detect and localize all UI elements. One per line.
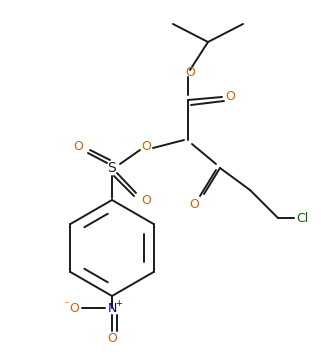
Text: O: O	[185, 65, 195, 79]
Text: ⁻: ⁻	[63, 300, 69, 310]
Text: O: O	[141, 193, 151, 206]
Text: O: O	[73, 140, 83, 152]
Text: O: O	[189, 197, 199, 211]
Text: Cl: Cl	[296, 211, 308, 225]
Text: O: O	[225, 90, 235, 102]
Text: O: O	[69, 302, 79, 315]
Text: N: N	[107, 302, 117, 315]
Text: O: O	[141, 140, 151, 152]
Text: O: O	[107, 332, 117, 345]
Text: S: S	[108, 161, 117, 175]
Text: +: +	[116, 300, 122, 308]
